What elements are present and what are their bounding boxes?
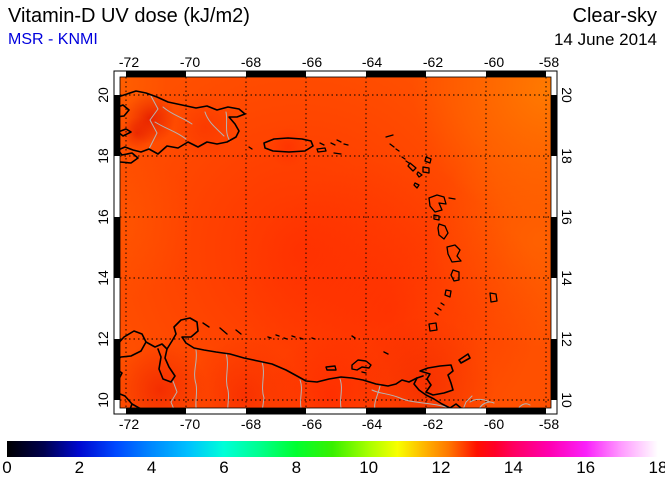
borders-rivers [148, 95, 531, 408]
lat-tick-label: 16 [95, 209, 111, 225]
dominica [437, 223, 449, 240]
lesser-antilles-coastlines [407, 156, 498, 332]
source-label: MSR - KNMI [8, 31, 98, 48]
lon-tick-label: -58 [539, 416, 559, 432]
orinoco-river [371, 389, 447, 408]
date-label: 14 June 2014 [553, 30, 657, 49]
lat-tick-labels-right: 20 18 16 14 12 10 [559, 87, 575, 408]
colorbar-gradient [7, 441, 658, 457]
lon-tick-label: -62 [423, 54, 443, 70]
lat-tick-label: 20 [559, 87, 575, 103]
lon-tick-label: -66 [302, 54, 322, 70]
colorbar-label: 18 [648, 458, 665, 477]
lat-tick-label: 16 [559, 209, 575, 225]
grid-lines [120, 77, 551, 408]
colorbar-label: 12 [431, 458, 451, 477]
gonave-island [120, 128, 132, 137]
lat-tick-label: 12 [95, 331, 111, 347]
colorbar-label: 2 [74, 458, 85, 477]
condition-label: Clear-sky [572, 5, 657, 27]
colorbar-label: 6 [219, 458, 229, 477]
lat-tick-label: 14 [559, 270, 575, 286]
lon-tick-label: -70 [180, 416, 200, 432]
hispaniola-coastline [120, 90, 246, 164]
colorbar-label: 10 [359, 458, 379, 477]
barbados [489, 292, 498, 303]
lon-tick-label: -70 [180, 54, 200, 70]
frame-black-segments [114, 71, 557, 414]
coastlines [120, 90, 498, 408]
lon-tick-label: -62 [423, 416, 443, 432]
lon-tick-label: -68 [241, 416, 261, 432]
lon-tick-label: -64 [362, 416, 382, 432]
colorbar-label: 4 [146, 458, 157, 477]
south-america-coastline [120, 317, 462, 408]
lon-tick-label: -60 [484, 54, 504, 70]
lat-tick-label: 10 [559, 392, 575, 408]
lat-tick-label: 12 [559, 331, 575, 347]
page-title: Vitamin-D UV dose (kJ/m2) [8, 5, 250, 27]
map-frame [113, 70, 558, 415]
map-canvas [120, 77, 551, 408]
colorbar-label: 14 [503, 458, 523, 477]
uv-field-blobs [120, 77, 551, 408]
frame-outer-outline [113, 70, 558, 415]
frame-inner-outline [119, 76, 552, 409]
small-islands-north [248, 134, 410, 164]
lon-tick-label: -72 [119, 416, 139, 432]
lat-tick-label: 18 [95, 148, 111, 164]
lon-tick-label: -60 [484, 416, 504, 432]
grenada [428, 322, 438, 332]
haiti-dr-border [148, 95, 159, 150]
colorbar-label: 0 [2, 458, 12, 477]
lon-tick-label: -64 [362, 54, 382, 70]
abc-islands [202, 322, 389, 374]
lon-tick-label: -72 [119, 54, 139, 70]
lat-tick-label: 18 [559, 148, 575, 164]
lon-tick-label: -68 [241, 54, 261, 70]
lat-tick-label: 20 [95, 87, 111, 103]
margarita-island [351, 359, 372, 371]
st-lucia [450, 269, 460, 282]
lon-tick-labels-top: -72 -70 -68 -66 -64 -62 -60 -58 [119, 54, 559, 70]
colorbar-labels: 0 2 4 6 8 10 12 14 16 18 [2, 458, 665, 478]
guadeloupe [428, 194, 447, 213]
tobago [458, 353, 471, 364]
colorbar-label: 8 [291, 458, 302, 477]
puerto-rico-coastline [263, 137, 314, 153]
trinidad-coastline [419, 364, 454, 396]
venezuela-coast [166, 317, 424, 387]
martinique [446, 244, 462, 263]
lon-tick-label: -66 [302, 416, 322, 432]
lon-tick-labels-bottom: -72 -70 -68 -66 -64 -62 -60 -58 [119, 416, 559, 432]
lat-tick-label: 14 [95, 270, 111, 286]
lon-tick-label: -58 [539, 54, 559, 70]
colorbar-label: 16 [576, 458, 596, 477]
colombia-venezuela-border [170, 380, 178, 408]
orinoco-delta [449, 403, 462, 408]
lat-tick-label: 10 [95, 392, 111, 408]
lat-tick-labels-left: 20 18 16 14 12 10 [95, 87, 111, 408]
lake-maracaibo [145, 341, 176, 383]
